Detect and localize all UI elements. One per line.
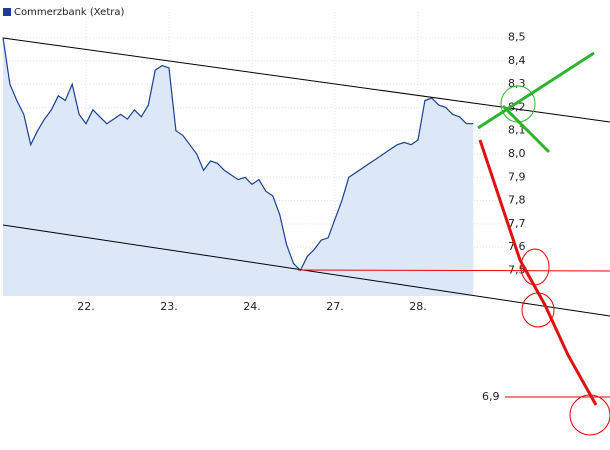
support-line [297,269,610,272]
y-tick-label: 8,5 [508,31,526,44]
y-tick-label: 8,1 [508,124,526,137]
line [2,37,474,272]
y-tick-label: 7,7 [508,217,526,230]
x-tick-label: 24. [243,300,261,313]
x-tick-label: 28. [409,300,427,313]
green-line [477,51,595,130]
legend-label: Commerzbank (Xetra) [14,7,124,18]
x-tick-label: 22. [77,300,95,313]
annotations: 6,9 [2,37,610,436]
y-tick-label: 8,0 [508,147,526,160]
x-tick-label: 27. [326,300,344,313]
y-tick-label: 7,8 [508,194,526,207]
y-tick-label: 7,9 [508,170,526,183]
x-tick-label: 23. [160,300,178,313]
circle [521,292,555,328]
annotation-label: 6,9 [482,390,500,403]
green-line [501,104,551,154]
legend-swatch [3,8,11,16]
circle [520,248,550,286]
circle [569,394,610,436]
area [3,37,474,296]
y-tick-label: 8,4 [508,54,526,67]
forecast-path [478,139,598,406]
